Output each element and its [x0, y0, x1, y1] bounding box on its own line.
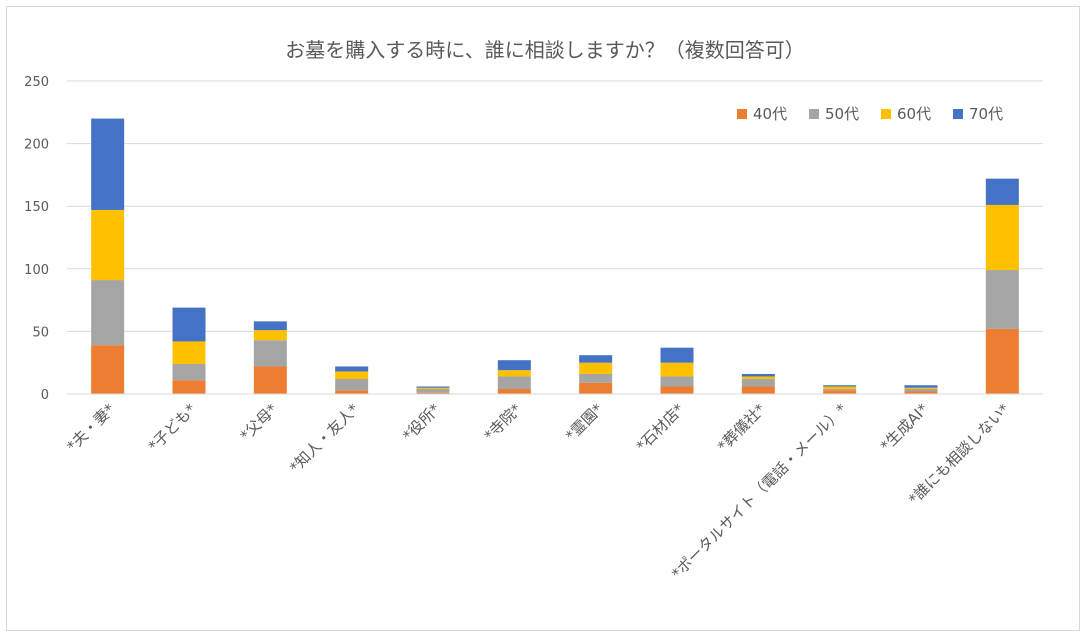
bar-segment: [660, 376, 694, 387]
chart-title: お墓を購入する時に、誰に相談しますか？（複数回答可）: [285, 38, 804, 62]
bar-segment: [416, 386, 450, 388]
x-tick-label: *寺院*: [481, 400, 526, 445]
x-tick-label: *子ども*: [145, 400, 201, 456]
bars: [91, 118, 1019, 394]
bar-segment: [416, 388, 450, 393]
bar-segment: [985, 178, 1019, 205]
stacked-bar-chart: お墓を購入する時に、誰に相談しますか？（複数回答可） 0 50 100 150 200 2…: [24, 38, 1043, 583]
bar-segment: [741, 378, 775, 387]
bar-segment: [660, 362, 694, 377]
legend-swatch: [953, 109, 963, 119]
gridlines: [67, 80, 1043, 332]
bar-segment: [579, 355, 613, 363]
bar-segment: [660, 386, 694, 394]
legend-label: 50代: [825, 105, 859, 123]
bar-segment: [335, 371, 369, 379]
legend-swatch: [881, 109, 891, 119]
bar-segment: [253, 330, 287, 341]
bar-segment: [172, 363, 206, 381]
y-tick-label: 50: [32, 325, 49, 340]
bar-segment: [985, 270, 1019, 329]
y-tick-label: 100: [24, 263, 49, 278]
bar-segment: [253, 321, 287, 331]
legend-label: 70代: [969, 105, 1003, 123]
bar-segment: [253, 340, 287, 367]
x-tick-label: *生成AI*: [877, 400, 932, 455]
bar-segment: [579, 382, 613, 394]
chart-frame: お墓を購入する時に、誰に相談しますか？（複数回答可） 0 50 100 150 200 2…: [6, 6, 1080, 631]
bar-segment: [335, 366, 369, 372]
bar-segment: [335, 390, 369, 394]
bar-segment: [416, 392, 450, 394]
bar-segment: [172, 307, 206, 342]
bar-segment: [823, 386, 857, 389]
bar-segment: [741, 376, 775, 379]
bar-segment: [253, 366, 287, 394]
bar-segment: [335, 378, 369, 391]
bar-segment: [497, 360, 531, 371]
bar-segment: [91, 345, 125, 394]
legend-swatch: [737, 109, 747, 119]
bar-segment: [904, 388, 938, 392]
x-tick-label: *霊園*: [562, 400, 607, 445]
bar-segment: [823, 385, 857, 387]
legend-label: 60代: [897, 105, 931, 123]
bar-segment: [579, 362, 613, 374]
bar-segment: [985, 328, 1019, 394]
bar-segment: [823, 388, 857, 391]
bar-segment: [497, 376, 531, 389]
bar-segment: [172, 341, 206, 364]
y-tick-label: 250: [24, 75, 49, 90]
legend-swatch: [809, 109, 819, 119]
bar-segment: [904, 385, 938, 388]
legend: 40代 50代 60代 70代: [737, 105, 1003, 123]
bar-segment: [579, 373, 613, 383]
bar-segment: [172, 380, 206, 394]
legend-label: 40代: [753, 105, 787, 123]
bar-segment: [660, 347, 694, 363]
y-tick-label: 150: [24, 200, 49, 215]
bar-segment: [823, 390, 857, 394]
bar-segment: [497, 388, 531, 394]
bar-segment: [741, 386, 775, 394]
x-tick-label: *ポータルサイト（電話・メール）*: [668, 400, 851, 583]
x-tick-label: *石材店*: [633, 400, 689, 456]
bar-segment: [985, 204, 1019, 271]
bar-segment: [904, 387, 938, 389]
y-tick-label: 200: [24, 138, 49, 153]
x-tick-label: *役所*: [399, 400, 444, 445]
x-tick-label: *父母*: [237, 400, 282, 445]
y-tick-label: 0: [41, 388, 49, 403]
bar-segment: [91, 118, 125, 210]
bar-segment: [741, 373, 775, 377]
x-tick-label: *葬儀社*: [714, 400, 770, 456]
x-tick-label: *夫・妻*: [63, 400, 119, 456]
bar-segment: [904, 391, 938, 394]
bar-segment: [497, 370, 531, 377]
bar-segment: [91, 280, 125, 346]
bar-segment: [91, 209, 125, 281]
bar-segment: [416, 387, 450, 389]
x-tick-label: *知人・友人*: [286, 400, 363, 477]
